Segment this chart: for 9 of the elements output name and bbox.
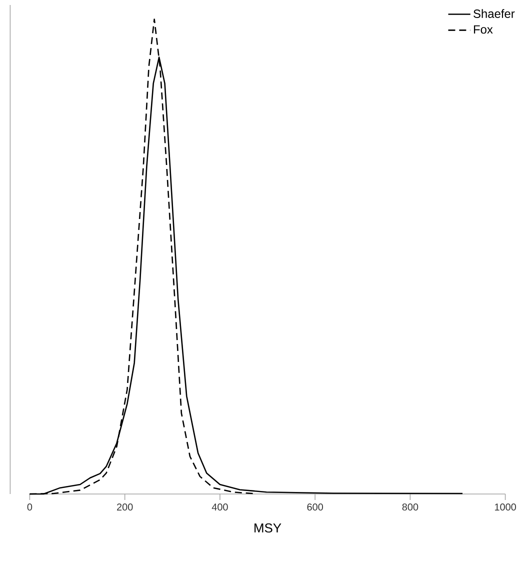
x-tick-label: 1000 (494, 504, 516, 511)
x-tick-label: 800 (402, 504, 418, 511)
legend-label: Fox (474, 25, 493, 34)
legend-label: Shaefer (474, 9, 515, 18)
x-tick-label: 0 (27, 504, 32, 511)
x-tick-label: 600 (307, 504, 323, 511)
x-axis-title: MSY (254, 523, 282, 533)
x-tick-label: 200 (117, 504, 133, 511)
x-tick-label: 400 (212, 504, 228, 511)
